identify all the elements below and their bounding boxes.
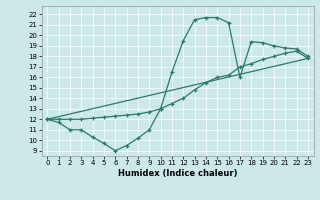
X-axis label: Humidex (Indice chaleur): Humidex (Indice chaleur) bbox=[118, 169, 237, 178]
